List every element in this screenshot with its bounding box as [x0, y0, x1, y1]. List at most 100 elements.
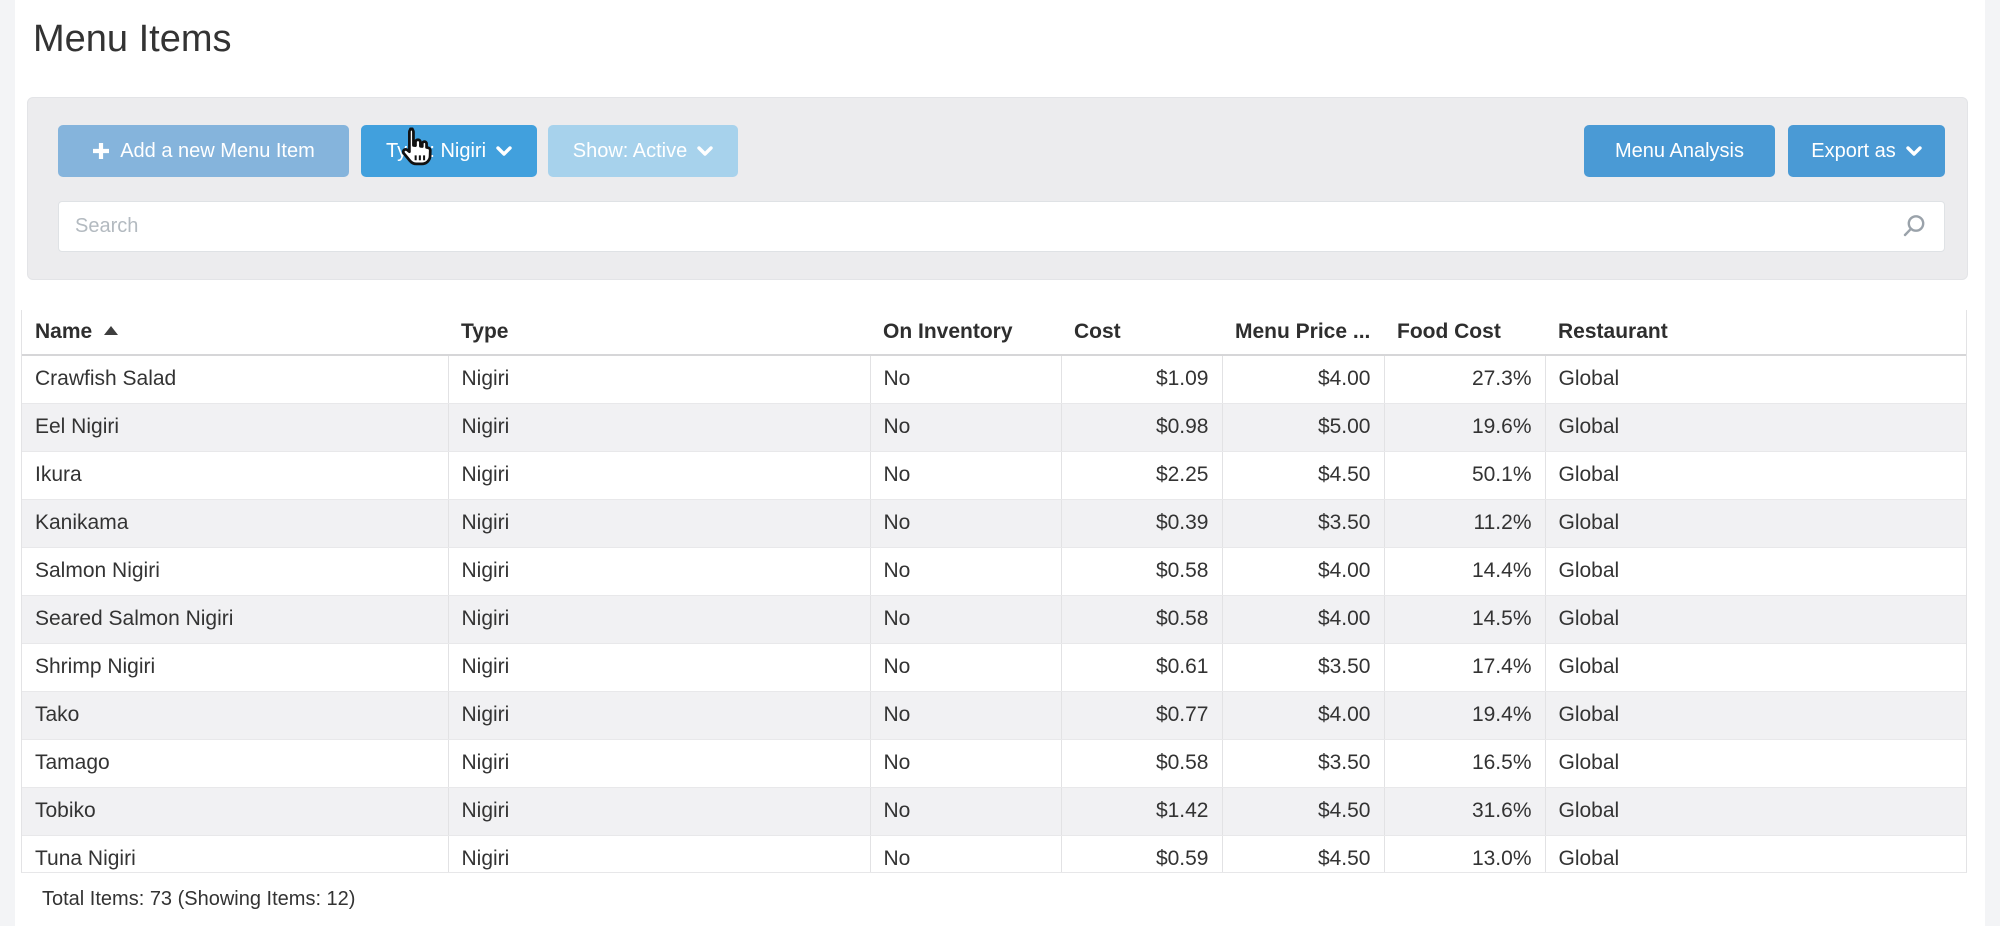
chevron-down-icon — [697, 145, 713, 156]
table-cell: 19.4% — [1383, 691, 1545, 740]
type-filter-dropdown[interactable]: Type: Nigiri — [361, 125, 537, 177]
table-row[interactable]: Shrimp Nigiri Nigiri No $0.61 $3.50 17.4% Glob… — [22, 643, 1966, 692]
table-cell: $0.58 — [1060, 739, 1222, 788]
table-cell: Nigiri — [447, 499, 870, 548]
type-filter-label: Type: Nigiri — [385, 139, 487, 162]
table-row[interactable]: Eel Nigiri Nigiri No $0.98 $5.00 19.6% Global — [22, 403, 1966, 452]
table-row[interactable]: Crawfish Salad Nigiri No $1.09 $4.00 27.3% Glo… — [22, 355, 1966, 404]
menu-items-table: Name Type On Inventory Cost Menu Price .… — [22, 310, 1966, 872]
table-header-row: Name Type On Inventory Cost Menu Price .… — [22, 310, 1966, 356]
plus-icon — [93, 143, 110, 159]
table-row[interactable]: Tako Nigiri No $0.77 $4.00 19.4% Global — [22, 691, 1966, 740]
column-header-cost-label: Cost — [1074, 320, 1121, 343]
column-header-food-cost[interactable]: Food Cost — [1384, 310, 1545, 356]
table-cell: No — [869, 451, 1061, 500]
table-cell: 16.5% — [1383, 739, 1545, 788]
table-cell: Nigiri — [447, 691, 870, 740]
column-header-name-label: Name — [35, 320, 93, 343]
items-summary: Total Items: 73 (Showing Items: 12) — [15, 873, 1985, 926]
table-cell: Global — [1544, 787, 1966, 836]
table-row[interactable]: Tobiko Nigiri No $1.42 $4.50 31.6% Global — [22, 787, 1966, 836]
table-cell: $0.39 — [1060, 499, 1222, 548]
table-cell: 14.5% — [1383, 595, 1545, 644]
sort-ascending-icon — [104, 325, 119, 335]
table-cell: Tamago — [22, 739, 448, 788]
column-header-name[interactable]: Name — [22, 310, 448, 356]
table-cell: $3.50 — [1221, 499, 1384, 548]
table-cell: Global — [1544, 595, 1966, 644]
column-header-type[interactable]: Type — [448, 310, 870, 356]
table-cell: Global — [1544, 355, 1966, 404]
menu-analysis-label: Menu Analysis — [1615, 139, 1744, 162]
table-cell: $0.77 — [1060, 691, 1222, 740]
column-header-restaurant-label: Restaurant — [1558, 320, 1668, 343]
table-cell: 50.1% — [1383, 451, 1545, 500]
table-row[interactable]: Kanikama Nigiri No $0.39 $3.50 11.2% Global — [22, 499, 1966, 548]
table-cell: Nigiri — [447, 739, 870, 788]
table-cell: No — [869, 547, 1061, 596]
table-row[interactable]: Tuna Nigiri Nigiri No $0.59 $4.50 13.0% Global — [22, 835, 1966, 872]
table-cell: Nigiri — [447, 835, 870, 872]
table-cell: 31.6% — [1383, 787, 1545, 836]
table-cell: $0.58 — [1060, 547, 1222, 596]
column-header-type-label: Type — [461, 320, 509, 343]
table-cell: Global — [1544, 403, 1966, 452]
table-cell: No — [869, 691, 1061, 740]
table-cell: Global — [1544, 547, 1966, 596]
table-cell: Ikura — [22, 451, 448, 500]
table-cell: Nigiri — [447, 547, 870, 596]
column-header-restaurant[interactable]: Restaurant — [1545, 310, 1966, 356]
column-header-on-inventory[interactable]: On Inventory — [870, 310, 1061, 356]
table-cell: 14.4% — [1383, 547, 1545, 596]
table-cell: $1.42 — [1060, 787, 1222, 836]
table-cell: Nigiri — [447, 643, 870, 692]
column-header-menu-price[interactable]: Menu Price ... — [1222, 310, 1384, 356]
page-title: Menu Items — [33, 18, 232, 60]
table-cell: $0.59 — [1060, 835, 1222, 872]
search-icon[interactable] — [1900, 213, 1927, 240]
export-as-dropdown[interactable]: Export as — [1788, 125, 1945, 177]
table-cell: 13.0% — [1383, 835, 1545, 872]
table-row[interactable]: Salmon Nigiri Nigiri No $0.58 $4.00 14.4% Glob… — [22, 547, 1966, 596]
table-row[interactable]: Ikura Nigiri No $2.25 $4.50 50.1% Global — [22, 451, 1966, 500]
table-cell: Kanikama — [22, 499, 448, 548]
table-cell: No — [869, 355, 1061, 404]
show-filter-dropdown[interactable]: Show: Active — [548, 125, 738, 177]
table-cell: 11.2% — [1383, 499, 1545, 548]
table-cell: $3.50 — [1221, 739, 1384, 788]
menu-items-table-container: Name Type On Inventory Cost Menu Price .… — [21, 310, 1967, 873]
table-row[interactable]: Seared Salmon Nigiri Nigiri No $0.58 $4.00 14… — [22, 595, 1966, 644]
table-cell: No — [869, 643, 1061, 692]
table-cell: Global — [1544, 835, 1966, 872]
content-card: Menu Items Add a new Menu Item Type: Nig… — [15, 0, 1985, 926]
chevron-down-icon — [496, 145, 512, 156]
table-cell: Global — [1544, 691, 1966, 740]
column-header-food-cost-label: Food Cost — [1397, 320, 1501, 343]
table-cell: Global — [1544, 499, 1966, 548]
toolbar-panel: Add a new Menu Item Type: Nigiri Show: A… — [27, 97, 1968, 280]
table-row[interactable]: Tamago Nigiri No $0.58 $3.50 16.5% Global — [22, 739, 1966, 788]
table-cell: $4.00 — [1221, 595, 1384, 644]
table-cell: $4.50 — [1221, 835, 1384, 872]
table-cell: Nigiri — [447, 451, 870, 500]
table-cell: No — [869, 835, 1061, 872]
table-cell: $4.00 — [1221, 691, 1384, 740]
column-header-on-inventory-label: On Inventory — [883, 320, 1013, 343]
table-cell: No — [869, 595, 1061, 644]
table-cell: $1.09 — [1060, 355, 1222, 404]
table-cell: Salmon Nigiri — [22, 547, 448, 596]
add-menu-item-button[interactable]: Add a new Menu Item — [58, 125, 349, 177]
table-cell: $3.50 — [1221, 643, 1384, 692]
table-cell: $2.25 — [1060, 451, 1222, 500]
table-cell: 19.6% — [1383, 403, 1545, 452]
table-cell: Crawfish Salad — [22, 355, 448, 404]
search-input[interactable] — [58, 201, 1945, 252]
column-header-cost[interactable]: Cost — [1061, 310, 1222, 356]
chevron-down-icon — [1906, 145, 1922, 156]
show-filter-label: Show: Active — [572, 139, 688, 162]
table-cell: $5.00 — [1221, 403, 1384, 452]
table-body: Crawfish Salad Nigiri No $1.09 $4.00 27.3% Glo… — [22, 355, 1966, 872]
menu-analysis-button[interactable]: Menu Analysis — [1584, 125, 1775, 177]
export-as-label: Export as — [1811, 139, 1896, 162]
table-cell: Nigiri — [447, 787, 870, 836]
